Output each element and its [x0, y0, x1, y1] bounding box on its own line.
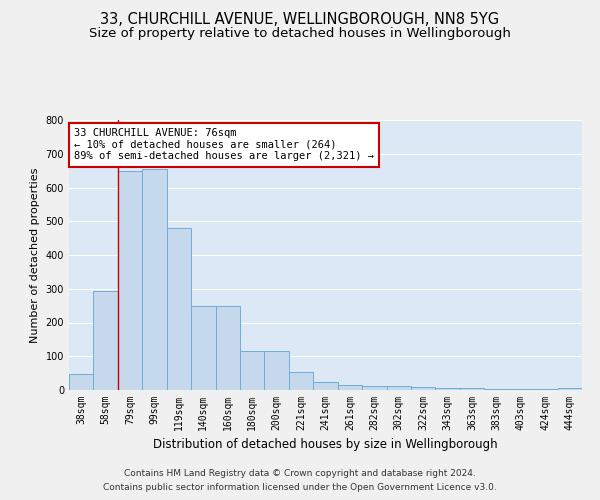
Bar — [265, 351, 289, 390]
Bar — [460, 388, 484, 390]
Bar — [215, 306, 240, 390]
Bar — [289, 372, 313, 390]
Bar — [94, 291, 118, 390]
Bar — [411, 388, 436, 390]
Text: Contains public sector information licensed under the Open Government Licence v3: Contains public sector information licen… — [103, 484, 497, 492]
Bar — [386, 386, 411, 390]
Y-axis label: Number of detached properties: Number of detached properties — [30, 168, 40, 342]
Bar — [240, 351, 265, 390]
Bar — [436, 388, 460, 390]
Bar — [362, 386, 386, 390]
Text: 33, CHURCHILL AVENUE, WELLINGBOROUGH, NN8 5YG: 33, CHURCHILL AVENUE, WELLINGBOROUGH, NN… — [100, 12, 500, 28]
Text: Size of property relative to detached houses in Wellingborough: Size of property relative to detached ho… — [89, 28, 511, 40]
Bar — [191, 306, 215, 390]
Text: 33 CHURCHILL AVENUE: 76sqm
← 10% of detached houses are smaller (264)
89% of sem: 33 CHURCHILL AVENUE: 76sqm ← 10% of deta… — [74, 128, 374, 162]
Bar — [484, 389, 509, 390]
Bar — [509, 389, 533, 390]
Bar — [69, 374, 94, 390]
Bar — [167, 228, 191, 390]
Bar — [118, 170, 142, 390]
Bar — [142, 169, 167, 390]
X-axis label: Distribution of detached houses by size in Wellingborough: Distribution of detached houses by size … — [153, 438, 498, 452]
Text: Contains HM Land Registry data © Crown copyright and database right 2024.: Contains HM Land Registry data © Crown c… — [124, 468, 476, 477]
Bar — [557, 388, 582, 390]
Bar — [338, 385, 362, 390]
Bar — [313, 382, 338, 390]
